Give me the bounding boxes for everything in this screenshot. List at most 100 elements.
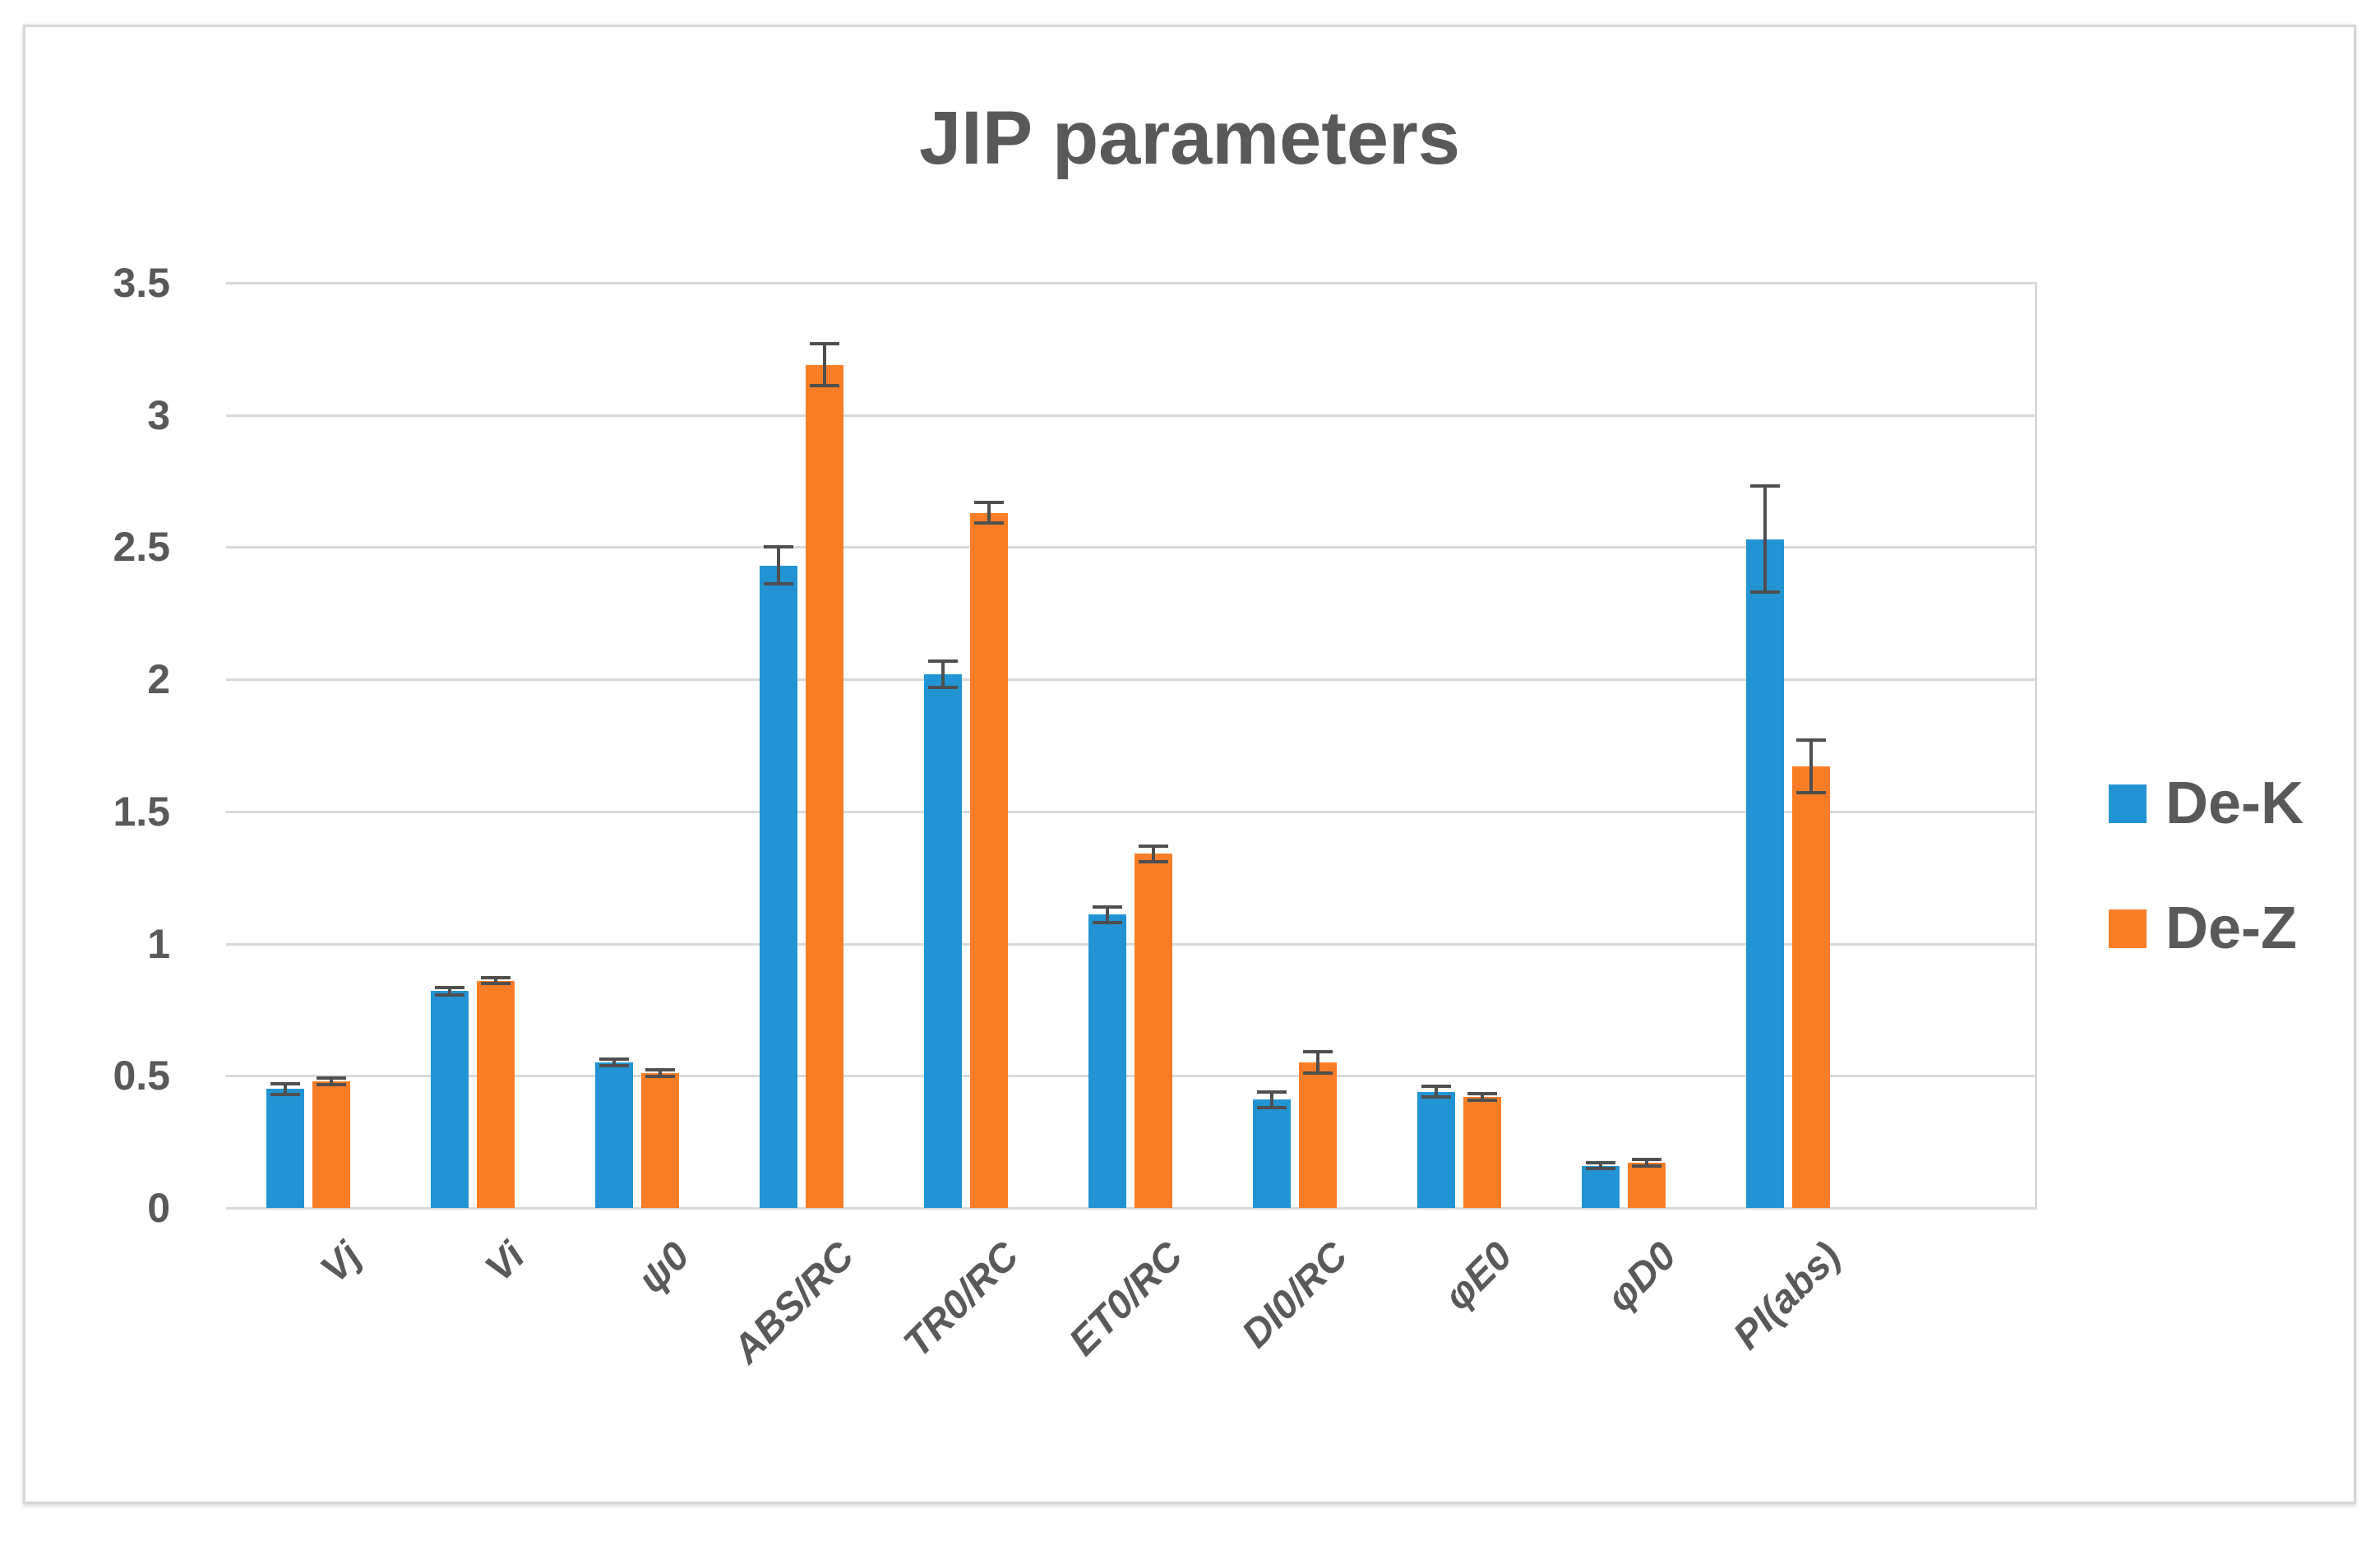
error-bar-de-z-tr0-rc bbox=[987, 502, 991, 524]
legend-label-de-z: De-Z bbox=[2165, 895, 2297, 961]
error-bar-de-k-abs-rc bbox=[777, 547, 780, 585]
error-bar-de-z-et0-rc-cap bbox=[1139, 844, 1168, 848]
error-bar-de-k-vj-cap bbox=[270, 1081, 300, 1085]
error-bar-de-k-φe0-cap bbox=[1421, 1094, 1451, 1099]
error-bar-de-z-vj-cap bbox=[317, 1076, 346, 1080]
error-bar-de-z-vi bbox=[494, 977, 497, 984]
gridline-0.5 bbox=[226, 1075, 2035, 1078]
bar-de-k-vi bbox=[431, 991, 469, 1208]
gridline-3 bbox=[226, 414, 2035, 417]
error-bar-de-z-pi-abs-cap bbox=[1796, 791, 1826, 795]
bar-de-k-φe0 bbox=[1417, 1091, 1455, 1208]
bar-de-z-φe0 bbox=[1463, 1096, 1501, 1208]
error-bar-de-k-pi-abs bbox=[1763, 486, 1767, 593]
y-axis-tick-label-2.5: 2.5 bbox=[113, 524, 170, 571]
bar-de-k-φd0 bbox=[1582, 1165, 1620, 1208]
error-bar-de-z-et0-rc-cap bbox=[1139, 859, 1168, 863]
bar-de-k-vj bbox=[266, 1089, 304, 1208]
error-bar-de-z-di0-rc-cap bbox=[1303, 1050, 1333, 1054]
bar-de-z-et0-rc bbox=[1135, 854, 1172, 1208]
gridline-3.5 bbox=[226, 281, 2035, 285]
bar-de-k-di0-rc bbox=[1253, 1099, 1291, 1208]
error-bar-de-k-vi-cap bbox=[435, 985, 464, 989]
y-axis-tick-label-2: 2 bbox=[147, 656, 170, 703]
y-axis-tick-label-1.5: 1.5 bbox=[113, 788, 170, 835]
bar-de-k-tr0-rc bbox=[924, 673, 962, 1208]
bar-de-z-di0-rc bbox=[1299, 1062, 1337, 1208]
error-bar-de-z-φe0-cap bbox=[1467, 1092, 1497, 1096]
error-bar-de-k-φe0-cap bbox=[1421, 1085, 1451, 1089]
error-bar-de-z-φe0 bbox=[1481, 1094, 1484, 1100]
y-axis-tick-label-3.5: 3.5 bbox=[113, 259, 170, 306]
error-bar-de-z-et0-rc bbox=[1152, 845, 1155, 862]
error-bar-de-z-abs-rc-cap bbox=[810, 341, 839, 345]
bar-de-k-ψ0 bbox=[595, 1062, 633, 1208]
legend-item-de-k: De-K bbox=[2109, 774, 2304, 833]
error-bar-de-k-vj bbox=[284, 1083, 287, 1094]
legend-swatch-de-z bbox=[2109, 909, 2147, 948]
bar-de-k-pi-abs bbox=[1746, 539, 1784, 1208]
error-bar-de-z-tr0-rc-cap bbox=[974, 500, 1004, 504]
error-bar-de-k-vi-cap bbox=[435, 993, 464, 997]
error-bar-de-z-φd0 bbox=[1645, 1159, 1648, 1167]
error-bar-de-z-tr0-rc-cap bbox=[974, 521, 1004, 525]
y-axis-tick-label-0: 0 bbox=[147, 1185, 170, 1231]
y-axis-tick-label-0.5: 0.5 bbox=[113, 1053, 170, 1099]
error-bar-de-k-vi bbox=[448, 987, 451, 996]
error-bar-de-k-et0-rc-cap bbox=[1093, 905, 1122, 909]
gridline-2 bbox=[226, 678, 2035, 682]
error-bar-de-k-di0-rc-cap bbox=[1257, 1105, 1287, 1109]
error-bar-de-z-vj-cap bbox=[317, 1082, 346, 1086]
bar-de-z-ψ0 bbox=[641, 1073, 679, 1208]
error-bar-de-z-ψ0-cap bbox=[645, 1068, 675, 1072]
error-bar-de-k-ψ0-cap bbox=[599, 1057, 629, 1062]
bar-de-z-abs-rc bbox=[806, 364, 843, 1208]
error-bar-de-k-φd0 bbox=[1599, 1162, 1602, 1169]
bar-de-z-vi bbox=[477, 980, 515, 1208]
error-bar-de-z-ψ0 bbox=[659, 1070, 662, 1076]
error-bar-de-z-pi-abs bbox=[1809, 740, 1813, 794]
error-bar-de-z-di0-rc-cap bbox=[1303, 1071, 1333, 1076]
error-bar-de-k-abs-rc-cap bbox=[764, 582, 793, 586]
error-bar-de-k-tr0-rc-cap bbox=[928, 685, 958, 689]
error-bar-de-k-φd0-cap bbox=[1586, 1167, 1615, 1171]
error-bar-de-k-di0-rc-cap bbox=[1257, 1090, 1287, 1094]
error-bar-de-k-et0-rc-cap bbox=[1093, 920, 1122, 924]
y-axis-tick-label-3: 3 bbox=[147, 391, 170, 438]
error-bar-de-z-pi-abs-cap bbox=[1796, 738, 1826, 743]
error-bar-de-k-tr0-rc-cap bbox=[928, 659, 958, 663]
legend-label-de-k: De-K bbox=[2165, 770, 2304, 836]
gridline-1 bbox=[226, 942, 2035, 946]
error-bar-de-k-pi-abs-cap bbox=[1750, 590, 1780, 595]
error-bar-de-k-ψ0-cap bbox=[599, 1064, 629, 1068]
error-bar-de-z-φd0-cap bbox=[1632, 1164, 1661, 1168]
chart-frame bbox=[23, 25, 2356, 1504]
bar-de-z-tr0-rc bbox=[970, 512, 1008, 1208]
error-bar-de-z-abs-rc-cap bbox=[810, 384, 839, 388]
bar-de-k-et0-rc bbox=[1088, 914, 1126, 1208]
gridline-1.5 bbox=[226, 810, 2035, 813]
legend-swatch-de-k bbox=[2109, 784, 2147, 823]
error-bar-de-z-abs-rc bbox=[823, 343, 826, 386]
bar-de-z-vj bbox=[312, 1081, 350, 1208]
error-bar-de-z-φe0-cap bbox=[1467, 1098, 1497, 1102]
error-bar-de-z-vi-cap bbox=[481, 975, 511, 979]
error-bar-de-z-vj bbox=[330, 1077, 333, 1085]
error-bar-de-z-di0-rc bbox=[1316, 1052, 1319, 1074]
plot-right-border bbox=[2035, 281, 2037, 1210]
gridline-0 bbox=[226, 1207, 2035, 1210]
error-bar-de-k-abs-rc-cap bbox=[764, 545, 793, 549]
bar-de-z-pi-abs bbox=[1792, 766, 1830, 1208]
error-bar-de-k-di0-rc bbox=[1270, 1091, 1273, 1108]
error-bar-de-k-pi-abs-cap bbox=[1750, 484, 1780, 488]
error-bar-de-z-vi-cap bbox=[481, 982, 511, 986]
bar-de-z-φd0 bbox=[1628, 1163, 1666, 1208]
error-bar-de-z-φd0-cap bbox=[1632, 1158, 1661, 1162]
error-bar-de-k-φd0-cap bbox=[1586, 1160, 1615, 1164]
legend-item-de-z: De-Z bbox=[2109, 899, 2297, 958]
y-axis-tick-label-1: 1 bbox=[147, 920, 170, 967]
error-bar-de-z-ψ0-cap bbox=[645, 1074, 675, 1078]
error-bar-de-k-vj-cap bbox=[270, 1092, 300, 1096]
error-bar-de-k-tr0-rc bbox=[941, 660, 945, 687]
